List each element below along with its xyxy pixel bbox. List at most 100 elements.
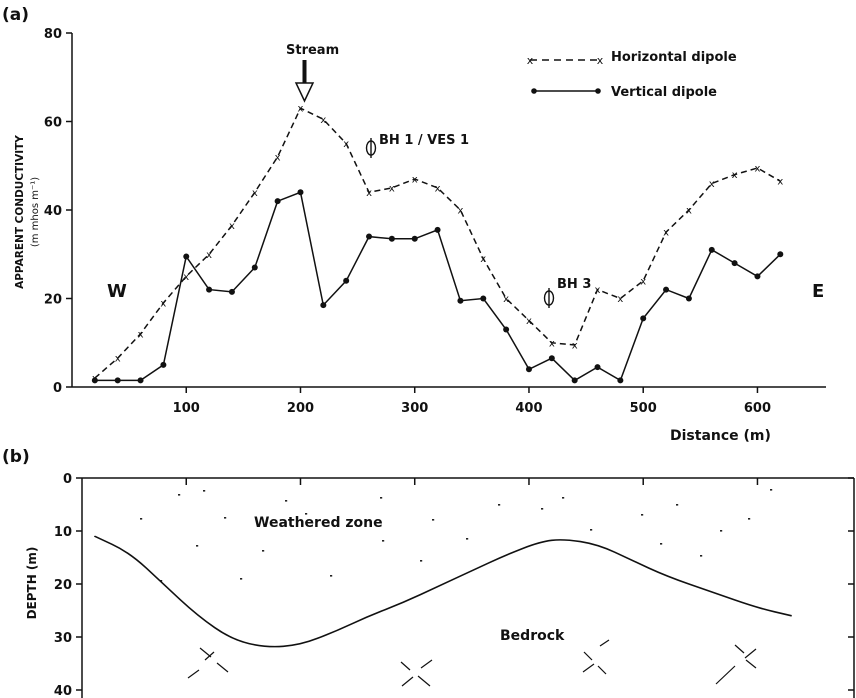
horizontal-dipole-point: x <box>252 188 258 199</box>
texture-dot <box>676 504 679 506</box>
horizontal-dipole-point: x <box>686 206 692 217</box>
vertical-dipole-line <box>94 191 781 382</box>
vertical-dipole-point <box>754 273 761 280</box>
a-xtick-label: 200 <box>287 401 314 416</box>
a-ytick-label: 80 <box>44 27 62 42</box>
stream-arrow <box>294 60 315 103</box>
legend-horizontal-swatch: x x <box>527 54 604 67</box>
panel-a-label: (a) <box>2 5 29 25</box>
texture-dot <box>466 538 469 540</box>
horizontal-dipole-point: x <box>777 177 783 188</box>
b-ytick-label: 20 <box>54 578 72 593</box>
vertical-dipole-point <box>503 326 510 333</box>
vertical-dipole-point <box>228 288 235 295</box>
texture-dot <box>285 500 288 502</box>
bh1-label: BH 1 / VES 1 <box>379 133 469 148</box>
horizontal-dipole-point: x <box>480 254 486 265</box>
vertical-dipole-point <box>388 235 395 242</box>
horizontal-dipole-point: x <box>298 104 304 115</box>
texture-dot <box>660 543 663 545</box>
a-xtick-label: 600 <box>744 401 771 416</box>
bedrock-interface-line <box>94 535 792 648</box>
a-xtick-label: 300 <box>401 401 428 416</box>
vertical-dipole-point <box>91 377 98 384</box>
horizontal-dipole-point: x <box>549 338 555 349</box>
horizontal-dipole-point: x <box>732 170 738 181</box>
vertical-dipole-point <box>525 366 532 373</box>
horizontal-dipole-point: x <box>663 228 669 239</box>
bedrock-label: Bedrock <box>500 628 565 644</box>
bh3-label: BH 3 <box>557 277 591 292</box>
texture-dot <box>240 578 243 580</box>
horizontal-dipole-point: x <box>412 175 418 186</box>
horizontal-dipole-point: x <box>206 250 212 261</box>
b-ytick-label: 30 <box>54 631 72 646</box>
a-ytick-label: 40 <box>44 204 62 219</box>
horizontal-dipole-point: x <box>640 276 646 287</box>
vertical-dipole-point <box>480 295 487 302</box>
texture-dot <box>590 529 593 531</box>
legend-horizontal-label: Horizontal dipole <box>611 50 737 65</box>
vertical-dipole-point <box>457 297 464 304</box>
horizontal-dipole-point: x <box>115 354 121 365</box>
vertical-dipole-point <box>663 286 670 293</box>
a-ytick-label: 0 <box>53 381 62 396</box>
horizontal-dipole-point: x <box>229 221 235 232</box>
horizontal-dipole-point: x <box>457 206 463 217</box>
panel-b-ylabel: DEPTH (m) <box>25 547 39 620</box>
vertical-dipole-point <box>274 198 281 205</box>
east-label: E <box>812 281 824 302</box>
b-ytick-label: 40 <box>54 684 72 698</box>
texture-dot <box>380 497 383 499</box>
panel-b-label: (b) <box>2 447 30 467</box>
texture-dot <box>748 518 751 520</box>
vertical-dipole-point <box>320 302 327 309</box>
panel-a-ylabel-unit: (m mhos m⁻¹) <box>30 177 41 247</box>
vertical-dipole-point <box>708 246 715 253</box>
west-label: W <box>107 281 127 302</box>
texture-dot <box>641 514 644 516</box>
horizontal-dipole-point: x <box>275 152 281 163</box>
b-ytick-label: 0 <box>63 472 72 487</box>
vertical-dipole-point <box>640 315 647 322</box>
texture-dot <box>140 518 143 520</box>
vertical-dipole-point <box>206 286 213 293</box>
texture-dot <box>720 530 723 532</box>
bedrock-crosses <box>187 639 757 687</box>
vertical-dipole-point <box>777 251 784 258</box>
vertical-dipole-point <box>251 264 258 271</box>
legend-vertical-swatch <box>531 88 601 94</box>
vertical-dipole-point <box>434 226 441 233</box>
vertical-dipole-point <box>183 253 190 260</box>
horizontal-dipole-point: x <box>389 183 395 194</box>
horizontal-dipole-point: x <box>160 298 166 309</box>
texture-dot <box>770 489 773 491</box>
svg-text:x: x <box>597 54 604 67</box>
panel-a-xlabel: Distance (m) <box>670 428 771 444</box>
horizontal-dipole-point: x <box>183 272 189 283</box>
texture-dot <box>330 575 333 577</box>
a-xtick-label: 400 <box>515 401 542 416</box>
texture-dot <box>262 550 265 552</box>
texture-dot <box>224 517 227 519</box>
vertical-dipole-point <box>114 377 121 384</box>
vertical-dipole-point <box>571 377 578 384</box>
vertical-dipole-point <box>343 277 350 284</box>
vertical-dipole-point <box>297 189 304 196</box>
texture-dot <box>700 555 703 557</box>
svg-text:x: x <box>527 54 534 67</box>
b-ytick-label: 10 <box>54 525 72 540</box>
panel-b-chart: 0 10 20 30 40 DEPTH (m) Weathered zone Bedro… <box>25 472 855 698</box>
vertical-dipole-point <box>137 377 144 384</box>
vertical-dipole-point <box>617 377 624 384</box>
panel-a-ylabel: APPARENT CONDUCTIVITY <box>14 135 26 289</box>
horizontal-dipole-point: x <box>343 139 349 150</box>
texture-dot <box>203 490 206 492</box>
vertical-dipole-point <box>685 295 692 302</box>
texture-dot <box>498 504 501 506</box>
horizontal-dipole-point: x <box>617 294 623 305</box>
texture-dot <box>432 519 435 521</box>
horizontal-dipole-point: x <box>526 316 532 327</box>
